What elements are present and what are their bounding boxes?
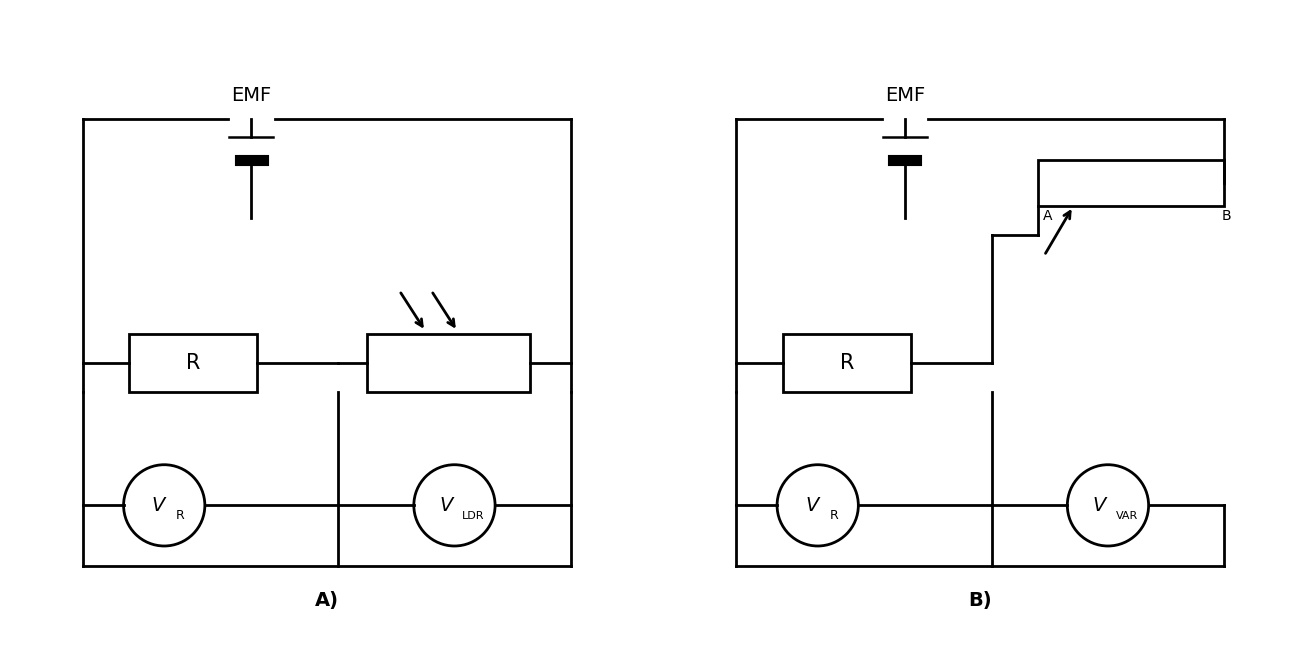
Text: B: B [1221, 209, 1231, 223]
Bar [367, 334, 529, 392]
Text: V: V [1093, 496, 1106, 515]
Text: EMF: EMF [885, 86, 925, 104]
Text: R: R [830, 510, 838, 522]
Text: V: V [439, 496, 452, 515]
Text: LDR: LDR [461, 511, 485, 521]
Text: VAR: VAR [1115, 511, 1137, 521]
Bar [1038, 160, 1225, 206]
Text: R: R [839, 353, 853, 373]
Text: V: V [805, 496, 818, 515]
Text: A: A [1043, 209, 1052, 223]
Text: EMF: EMF [231, 86, 272, 104]
Text: B): B) [968, 591, 992, 610]
Text: R: R [186, 353, 200, 373]
Text: V: V [152, 496, 165, 515]
Bar [783, 334, 911, 392]
Text: R: R [176, 510, 184, 522]
Bar [129, 334, 257, 392]
Text: A): A) [315, 591, 339, 610]
